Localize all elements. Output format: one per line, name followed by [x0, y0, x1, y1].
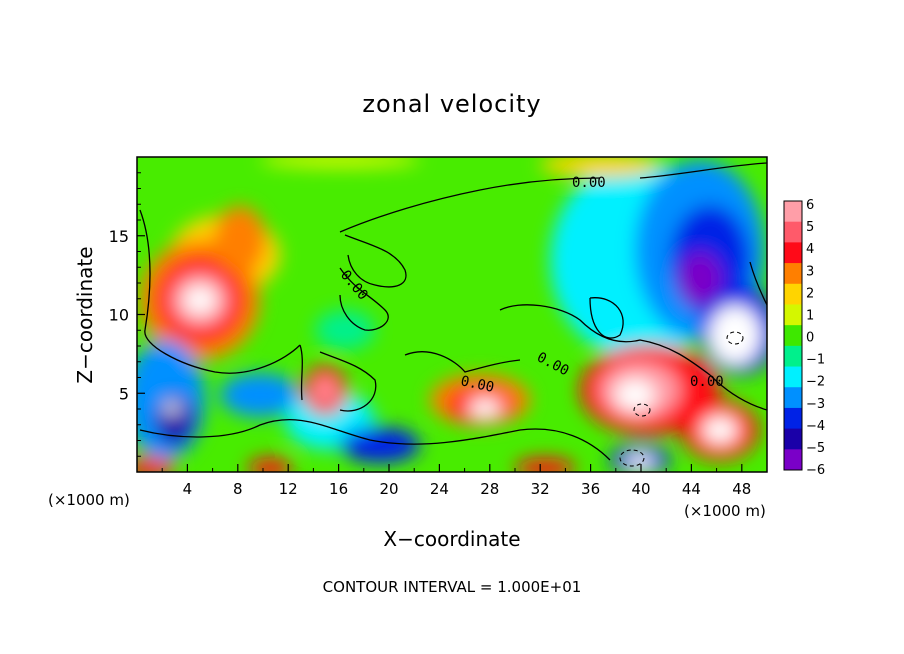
- chart-title: zonal velocity: [362, 90, 541, 118]
- x-tick-label: 40: [631, 480, 650, 498]
- y-tick-label: 10: [109, 306, 129, 325]
- y-axis: 5 10 15: [109, 172, 145, 457]
- x-tick-label: 24: [430, 480, 449, 498]
- colorbar-swatch: [784, 201, 802, 223]
- colorbar-label: 0: [806, 331, 814, 346]
- colorbar-swatch: [784, 221, 802, 243]
- colorbar-label: −4: [806, 419, 825, 434]
- x-tick-label: 8: [233, 480, 243, 498]
- colorbar-swatch: [784, 263, 802, 285]
- colorbar: 6 5 4 3 2 1 0 −1 −2 −3 −4 −5 −6: [783, 198, 825, 478]
- colorbar-label: −3: [806, 397, 825, 412]
- colorbar-label: −2: [806, 375, 825, 390]
- colorbar-swatch: [784, 449, 802, 471]
- contour-label: 0.00: [690, 374, 724, 390]
- x-tick-label: 20: [379, 480, 398, 498]
- contour-label: 0.00: [459, 373, 495, 396]
- x-tick-label: 12: [279, 480, 298, 498]
- heatmap-field: 0.00 0.00 0.00 0.00 0.00: [137, 157, 767, 472]
- colorbar-frame: [783, 200, 803, 471]
- x-tick-label: 4: [183, 480, 193, 498]
- x-axis: 4 8 12 16 20 24 28 32 36 40 44 48: [161, 464, 751, 498]
- colorbar-label: 2: [806, 286, 814, 301]
- colorbar-label: 6: [806, 198, 814, 213]
- x-tick-label: 32: [531, 480, 550, 498]
- colorbar-swatch: [784, 242, 802, 264]
- colorbar-swatch: [784, 283, 802, 305]
- y-tick-label: 5: [119, 384, 129, 403]
- colorbar-swatch: [784, 366, 802, 388]
- y-axis-label: Z−coordinate: [73, 246, 97, 383]
- x-unit-left: (×1000 m): [48, 491, 130, 509]
- x-tick-label: 44: [682, 480, 701, 498]
- x-tick-label: 48: [732, 480, 751, 498]
- colorbar-label: 1: [806, 308, 814, 323]
- colorbar-swatch: [784, 304, 802, 326]
- colorbar-label: 3: [806, 264, 814, 279]
- negative-contours: [619, 331, 744, 467]
- colorbar-label: 5: [806, 220, 814, 235]
- colorbar-swatch: [784, 387, 802, 409]
- colorbar-label: −5: [806, 441, 825, 456]
- x-tick-label: 16: [329, 480, 348, 498]
- x-unit-right: (×1000 m): [684, 502, 766, 520]
- zero-contours: [139, 162, 767, 461]
- contour-interval-note: CONTOUR INTERVAL = 1.000E+01: [323, 578, 582, 596]
- colorbar-label: 4: [806, 242, 814, 257]
- x-tick-label: 36: [581, 480, 600, 498]
- colorbar-swatch: [784, 407, 802, 430]
- colorbar-label: −1: [806, 353, 825, 368]
- colorbar-label: −6: [806, 463, 825, 478]
- contour-label: 0.00: [572, 175, 606, 191]
- x-tick-label: 28: [480, 480, 499, 498]
- y-tick-label: 15: [109, 227, 129, 246]
- colorbar-swatch: [784, 345, 802, 368]
- colorbar-swatch: [784, 428, 802, 450]
- x-axis-label: X−coordinate: [383, 527, 520, 551]
- colorbar-swatch: [784, 325, 802, 347]
